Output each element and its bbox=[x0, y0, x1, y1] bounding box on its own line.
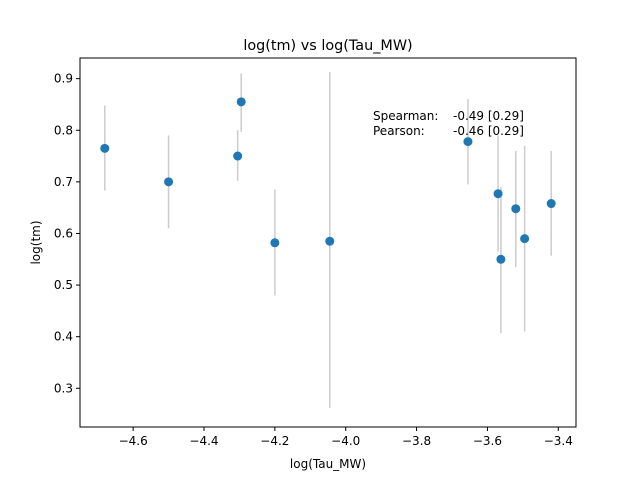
data-point-0 bbox=[100, 143, 110, 153]
data-point-11 bbox=[546, 199, 556, 209]
data-point-6 bbox=[463, 137, 473, 147]
pearson-label: Pearson: bbox=[373, 124, 425, 138]
pearson-value: -0.46 [0.29] bbox=[453, 124, 524, 138]
correlation-annotation: Spearman: -0.49 [0.29] Pearson: -0.46 [0… bbox=[373, 109, 524, 138]
point-layer bbox=[100, 97, 556, 264]
x-tick-label-5: −3.6 bbox=[473, 434, 502, 448]
y-tick-label-1: 0.4 bbox=[54, 330, 73, 344]
data-point-10 bbox=[520, 234, 530, 244]
x-tick-label-1: −4.4 bbox=[189, 434, 218, 448]
x-tick-label-0: −4.6 bbox=[119, 434, 148, 448]
y-axis: 0.3 0.4 0.5 0.6 0.7 0.8 0.9 bbox=[54, 72, 80, 395]
x-tick-label-2: −4.2 bbox=[260, 434, 289, 448]
spearman-label: Spearman: bbox=[373, 109, 438, 123]
y-axis-label: log(tm) bbox=[29, 220, 43, 264]
data-point-4 bbox=[270, 238, 280, 248]
x-tick-label-6: −3.4 bbox=[544, 434, 573, 448]
data-point-5 bbox=[325, 236, 335, 246]
spearman-value: -0.49 [0.29] bbox=[453, 109, 524, 123]
data-point-3 bbox=[236, 97, 246, 107]
data-point-2 bbox=[233, 151, 243, 161]
y-tick-label-0: 0.3 bbox=[54, 381, 73, 395]
y-tick-label-4: 0.7 bbox=[54, 175, 73, 189]
y-tick-label-2: 0.5 bbox=[54, 278, 73, 292]
y-tick-label-6: 0.9 bbox=[54, 72, 73, 86]
data-point-1 bbox=[164, 177, 174, 187]
data-point-7 bbox=[493, 189, 503, 199]
y-tick-label-5: 0.8 bbox=[54, 123, 73, 137]
x-axis-label: log(Tau_MW) bbox=[290, 457, 366, 471]
x-tick-label-3: −4.0 bbox=[331, 434, 360, 448]
y-tick-label-3: 0.6 bbox=[54, 226, 73, 240]
data-point-8 bbox=[496, 254, 506, 264]
chart-title: log(tm) vs log(Tau_MW) bbox=[243, 38, 412, 54]
plot-area-frame bbox=[79, 57, 577, 428]
data-point-9 bbox=[511, 204, 521, 214]
x-tick-label-4: −3.8 bbox=[402, 434, 431, 448]
x-axis: −4.6 −4.4 −4.2 −4.0 −3.8 −3.6 −3.4 bbox=[119, 427, 573, 448]
